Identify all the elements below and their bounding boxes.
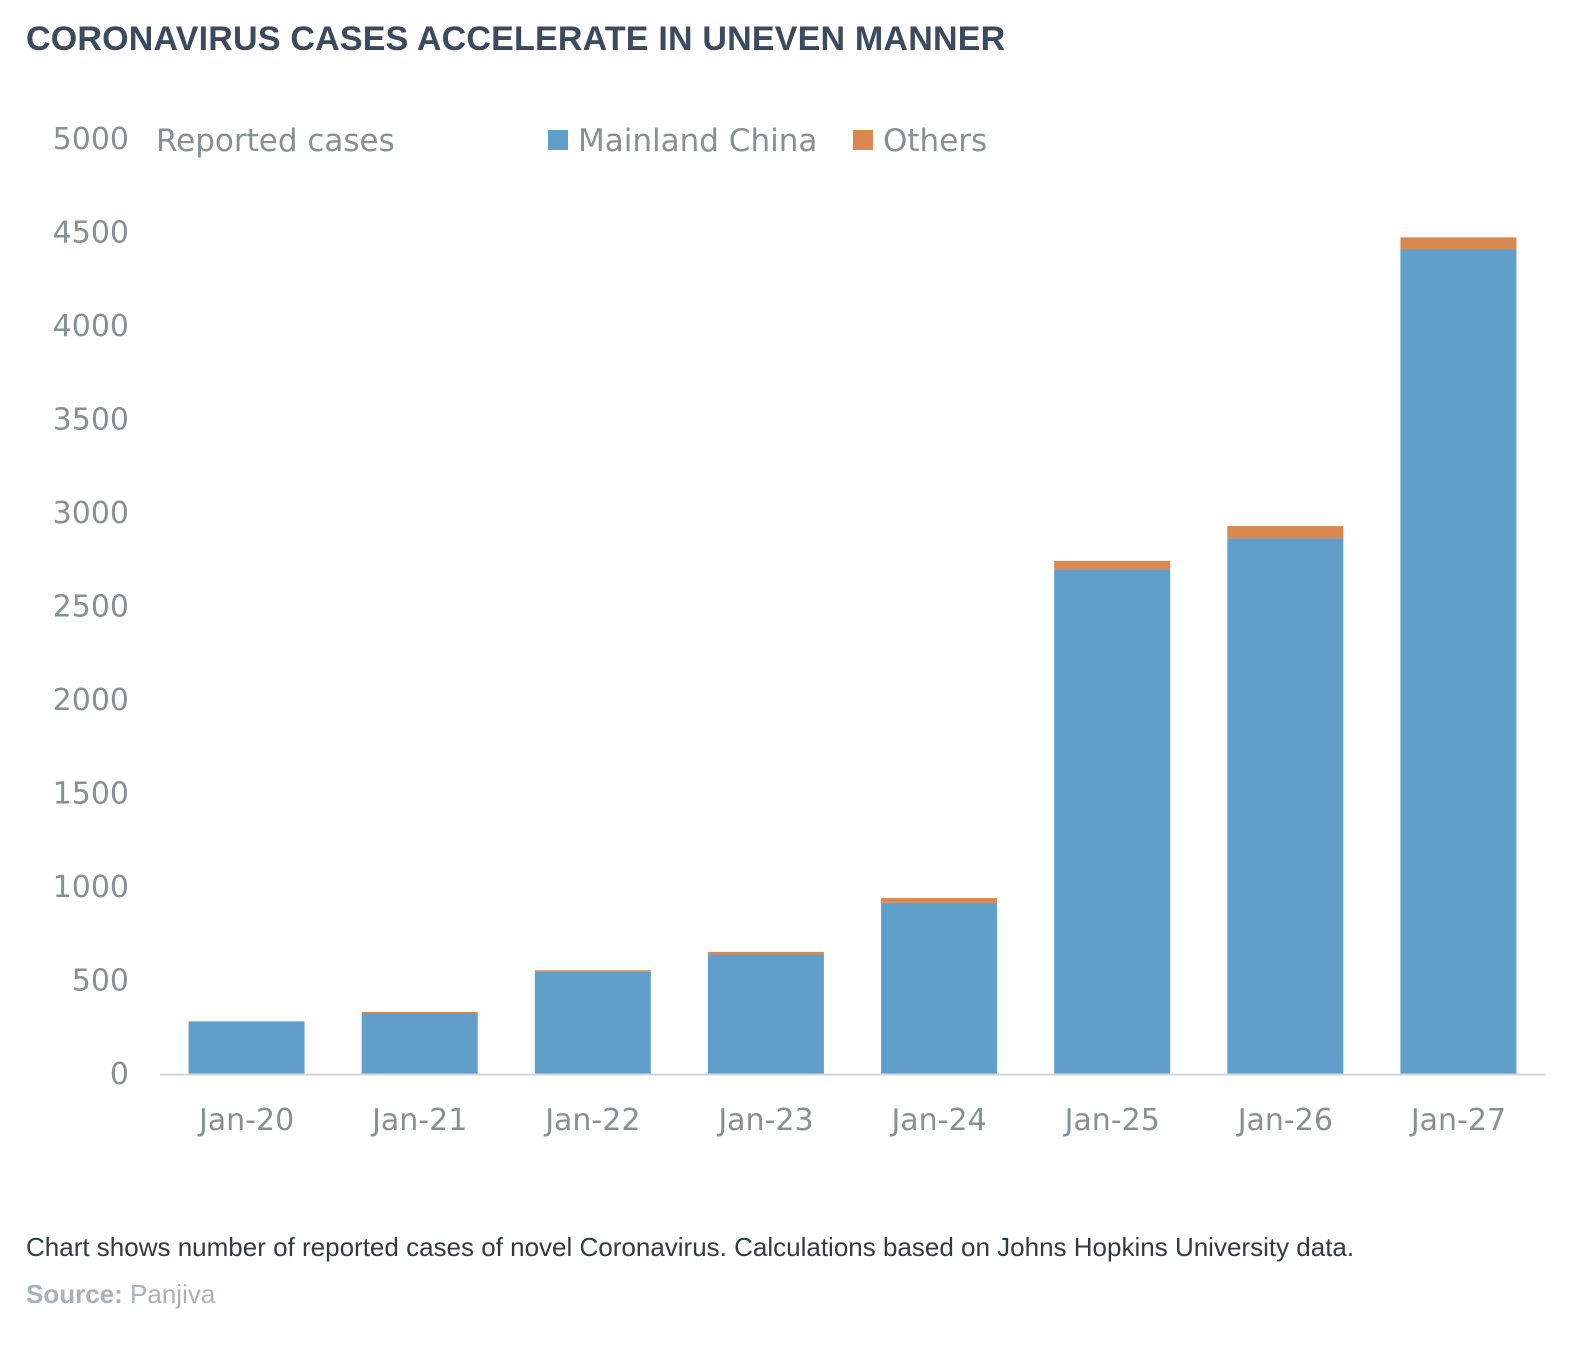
y-tick-label: 4500 [53, 216, 129, 251]
bar-mainland-china [1054, 569, 1171, 1074]
x-tick-label: Jan-24 [889, 1103, 986, 1138]
bar-others [361, 1011, 478, 1014]
x-tick-label: Jan-27 [1409, 1103, 1506, 1138]
source-value: Panjiva [122, 1279, 216, 1309]
legend-mainland-china-swatch [548, 130, 568, 150]
y-tick-label: 2500 [53, 590, 129, 625]
bar-mainland-china [1400, 249, 1517, 1075]
y-axis-label: Reported cases [156, 123, 395, 159]
bar-mainland-china [881, 902, 998, 1074]
y-tick-label: 4000 [53, 309, 129, 344]
x-tick-label: Jan-26 [1236, 1103, 1333, 1138]
bar-others [1227, 526, 1344, 539]
x-tick-label: Jan-22 [543, 1103, 640, 1138]
y-tick-label: 1500 [53, 777, 129, 812]
chart-title: CORONAVIRUS CASES ACCELERATE IN UNEVEN M… [26, 20, 1006, 58]
bar-others [881, 898, 998, 903]
x-tick-label: Jan-25 [1063, 1103, 1160, 1138]
chart-caption: Chart shows number of reported cases of … [26, 1232, 1355, 1262]
bar-mainland-china [534, 971, 651, 1074]
bar-mainland-china [707, 954, 824, 1074]
y-tick-label: 500 [72, 964, 129, 999]
y-tick-label: 2000 [53, 683, 129, 718]
bar-mainland-china [188, 1022, 305, 1074]
bar-mainland-china [1227, 538, 1344, 1074]
y-tick-label: 5000 [53, 122, 129, 157]
bar-mainland-china [361, 1013, 478, 1074]
x-tick-label: Jan-23 [716, 1103, 813, 1138]
bar-others [1054, 560, 1171, 570]
legend-others-label: Others [883, 123, 987, 159]
legend-others-swatch [853, 130, 873, 150]
y-tick-label: 0 [110, 1057, 129, 1092]
y-tick-label: 3500 [53, 403, 129, 438]
legend-mainland-china-label: Mainland China [578, 123, 817, 159]
bar-others [1400, 237, 1517, 250]
source-line: Source: Panjiva [26, 1279, 215, 1310]
y-tick-label: 1000 [53, 870, 129, 905]
x-tick-label: Jan-20 [197, 1103, 294, 1138]
stacked-bar-chart: 0 500 1000 1500 2000 2500 3000 3500 4000 4500 5000… [53, 122, 1545, 1138]
y-tick-label: 3000 [53, 496, 129, 531]
bar-others [188, 1021, 305, 1023]
bar-others [707, 951, 824, 955]
source-label: Source: [26, 1279, 123, 1309]
x-tick-label: Jan-21 [370, 1103, 467, 1138]
bar-others [534, 970, 651, 972]
